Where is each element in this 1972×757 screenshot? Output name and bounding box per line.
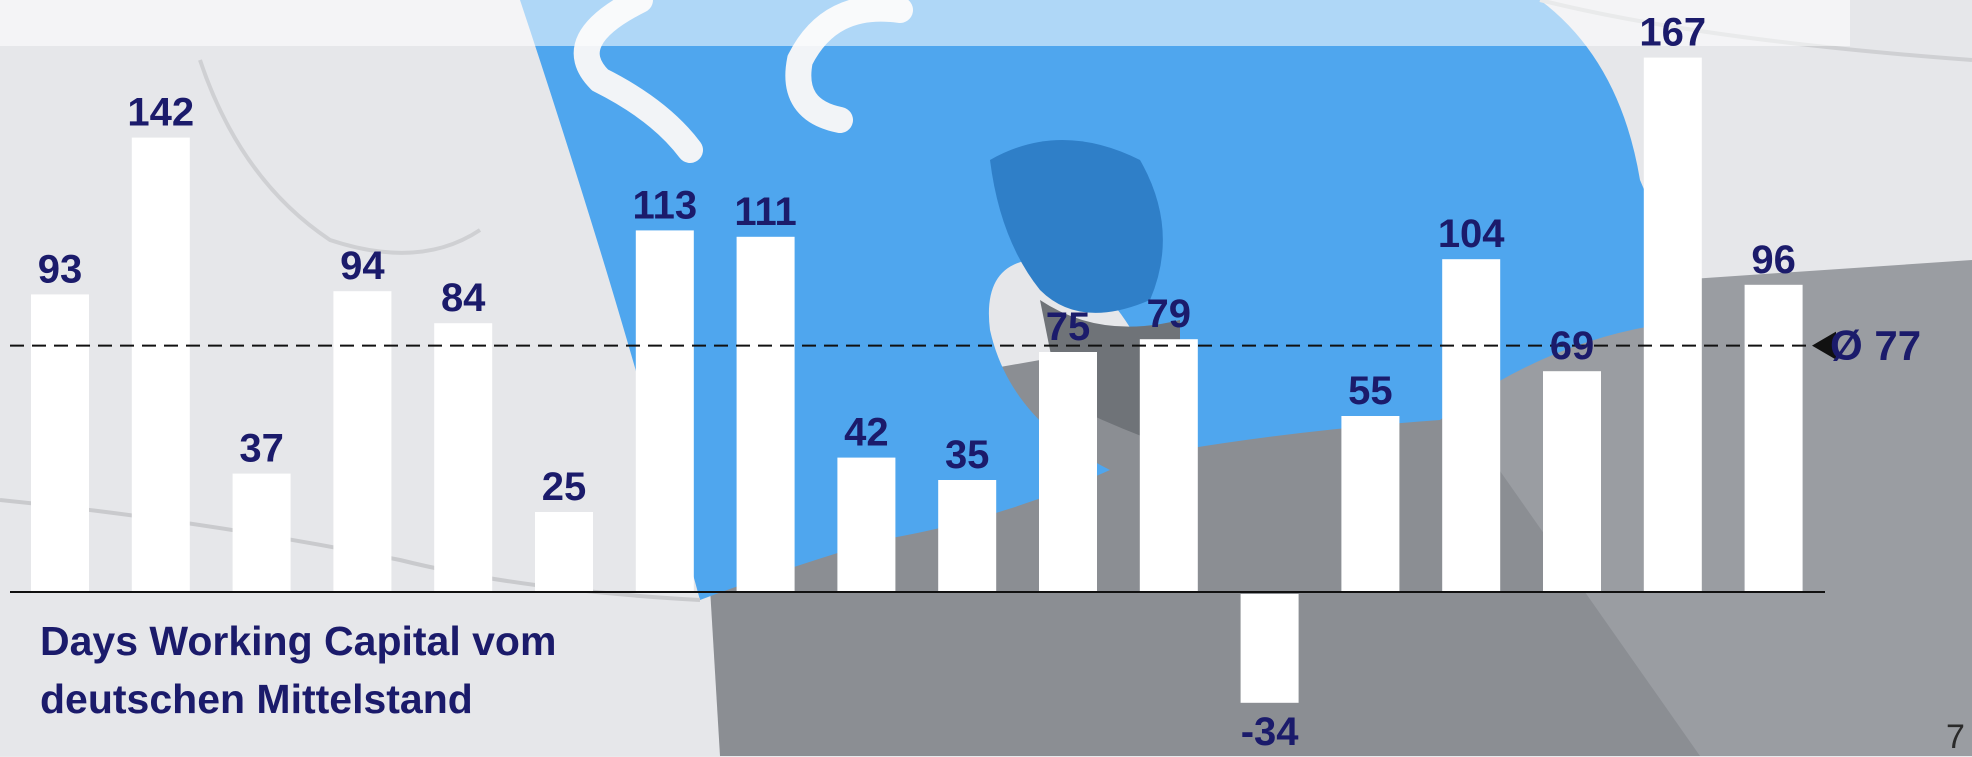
data-label-15: 104 [1438,212,1505,256]
data-label-6: 25 [542,465,587,509]
data-label-3: 37 [239,427,284,471]
bar-16 [1543,371,1601,592]
bar-6 [535,512,593,592]
data-label-13: -34 [1241,710,1300,754]
bar-4 [333,291,392,592]
chart-title: Days Working Capital vom deutschen Mitte… [40,612,556,728]
data-label-11: 75 [1046,305,1091,349]
bar-9 [837,457,896,592]
data-labels-group: 93 142 37 94 84 25 113 111 42 35 75 79 -34 55 104 69 167… [38,11,1796,754]
data-label-5: 84 [441,276,486,320]
bar-15 [1442,259,1501,592]
bar-18 [1744,284,1803,592]
data-label-7: 113 [633,183,698,227]
data-label-8: 111 [734,190,796,234]
data-label-9: 42 [844,411,889,455]
data-label-18: 96 [1751,238,1796,282]
bar-8 [736,236,795,593]
bar-12 [1139,339,1198,592]
bar-11 [1039,352,1097,592]
data-label-16: 69 [1550,324,1595,368]
data-label-14: 55 [1348,369,1393,413]
bar-5 [434,323,493,592]
bar-13 [1240,594,1299,703]
bar-2 [131,137,190,592]
bar-10 [938,480,997,592]
data-label-4: 94 [340,244,385,288]
data-label-10: 35 [945,433,990,477]
page-number: 7 [1946,718,1965,756]
data-label-1: 93 [38,247,83,291]
bar-1 [31,294,89,592]
bar-3 [232,473,291,592]
average-marker-icon [1812,331,1836,360]
chart-title-line-2: deutschen Mittelstand [40,676,473,722]
data-label-2: 142 [127,91,194,135]
data-label-17: 167 [1639,11,1706,55]
bars-group [31,57,1803,703]
average-label: Ø 77 [1830,322,1922,369]
bar-17 [1643,57,1702,593]
data-label-12: 79 [1147,292,1192,336]
bar-14 [1341,416,1400,592]
chart-title-line-1: Days Working Capital vom [40,618,557,664]
bar-7 [635,230,694,592]
